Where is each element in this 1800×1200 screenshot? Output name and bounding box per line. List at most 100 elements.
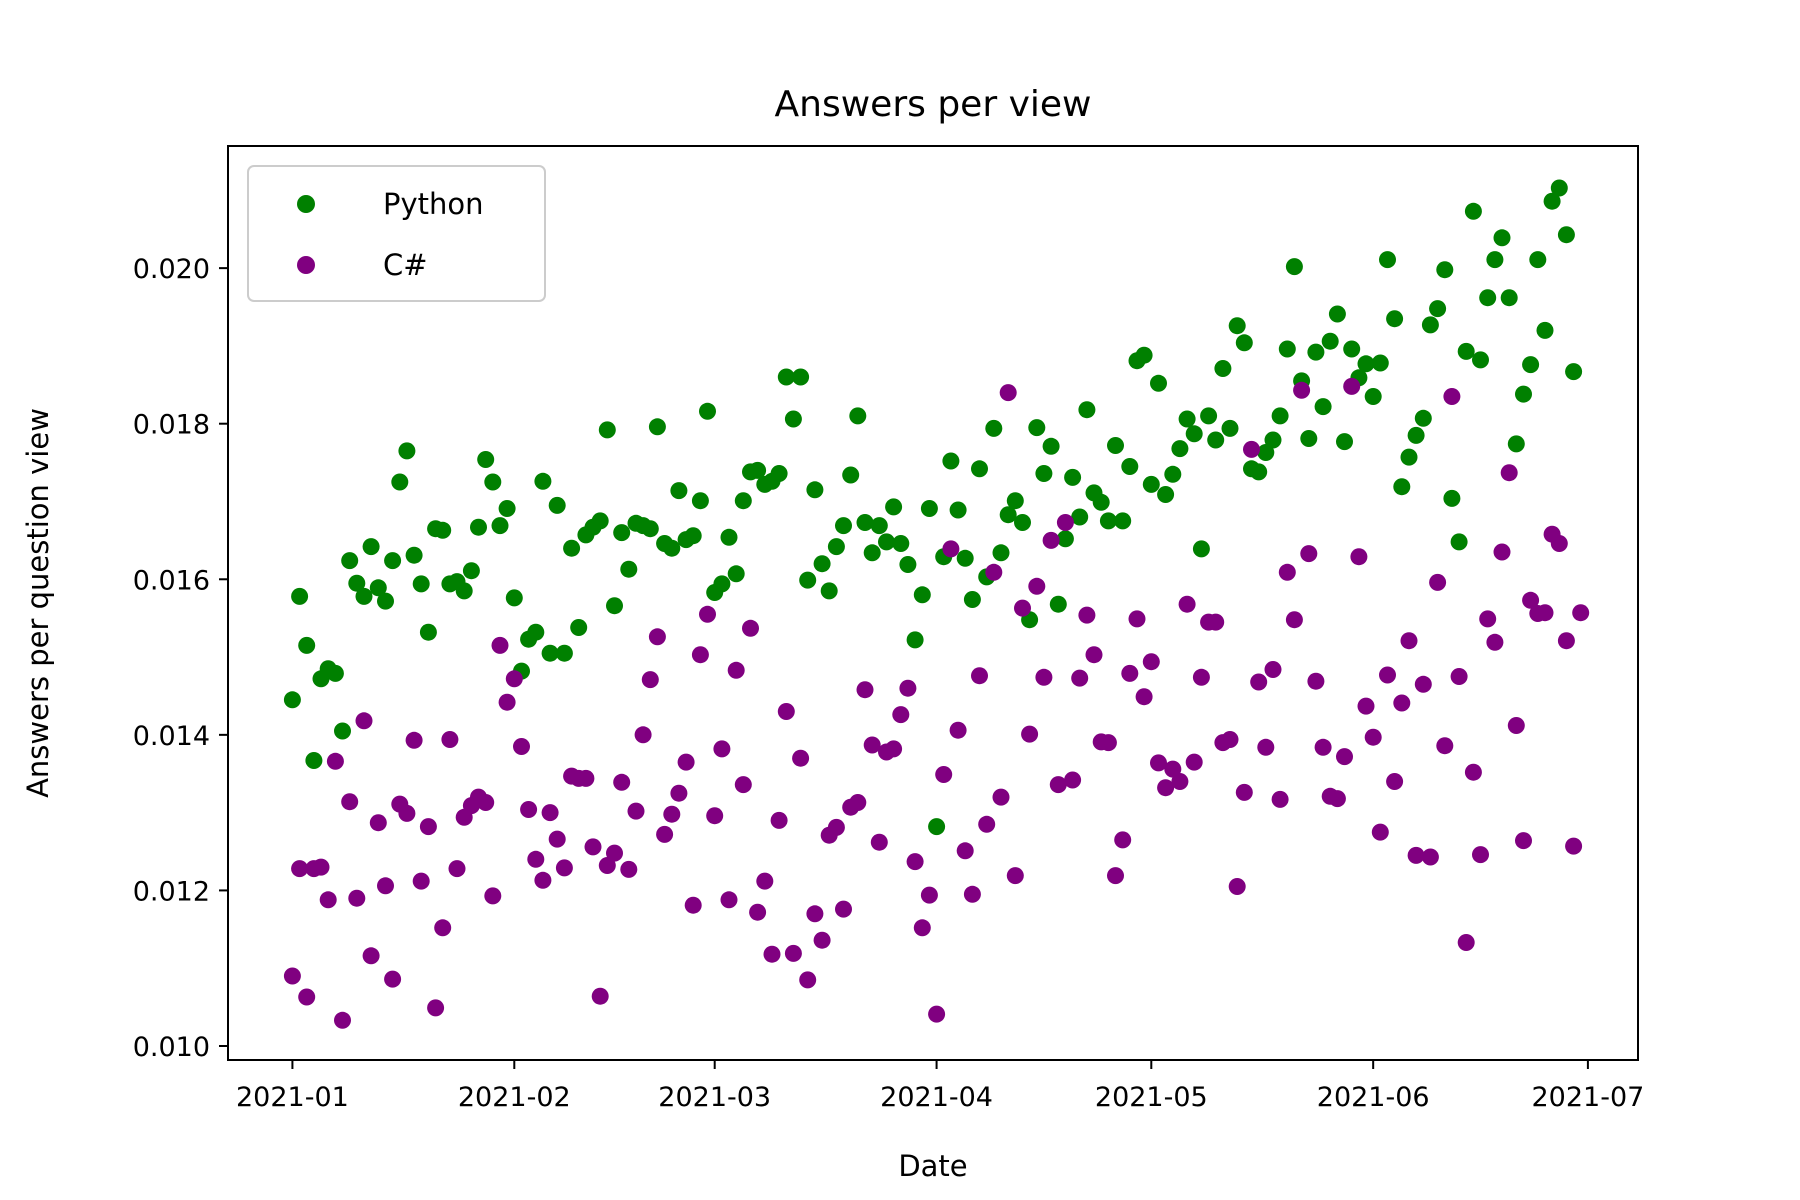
python-point — [1078, 401, 1096, 419]
csharp-point — [1164, 760, 1182, 778]
python-point — [1515, 385, 1532, 403]
y-tick-label: 0.020 — [133, 254, 210, 285]
python-point — [527, 623, 545, 641]
csharp-point — [691, 646, 709, 664]
python-point — [1500, 289, 1518, 307]
csharp-point — [291, 860, 309, 878]
python-point — [770, 465, 788, 482]
python-point — [391, 473, 409, 491]
legend-label-python: Python — [383, 187, 484, 221]
csharp-point — [1056, 514, 1074, 531]
csharp-point — [377, 877, 394, 895]
csharp-point — [799, 971, 817, 989]
python-point — [498, 500, 516, 517]
python-point — [1557, 226, 1575, 244]
python-point — [892, 535, 910, 552]
python-point — [1178, 410, 1196, 428]
csharp-point — [641, 671, 659, 689]
csharp-point — [1271, 790, 1289, 808]
python-point — [1228, 317, 1246, 335]
csharp-point — [763, 945, 781, 963]
csharp-point — [1228, 878, 1246, 895]
python-point — [1529, 251, 1547, 269]
python-point — [305, 752, 323, 769]
csharp-point — [1085, 646, 1103, 664]
csharp-point — [1350, 548, 1368, 566]
csharp-point — [527, 850, 545, 868]
python-point — [1314, 398, 1332, 416]
python-point — [928, 818, 946, 836]
csharp-point — [1536, 604, 1554, 622]
csharp-point — [520, 801, 538, 818]
csharp-point — [648, 628, 666, 646]
python-point — [949, 501, 967, 519]
csharp-point — [1300, 545, 1318, 563]
python-point — [570, 619, 588, 636]
python-point — [1421, 316, 1439, 334]
csharp-point — [999, 384, 1017, 402]
python-point — [799, 571, 817, 589]
python-point — [899, 556, 917, 573]
python-point — [1565, 363, 1583, 381]
python-point — [326, 664, 344, 682]
csharp-point — [298, 988, 316, 1006]
python-point — [362, 538, 380, 556]
python-point — [727, 565, 745, 583]
csharp-point — [355, 712, 373, 730]
python-point — [1386, 310, 1404, 328]
csharp-point — [1507, 717, 1525, 734]
python-point — [548, 496, 566, 514]
csharp-point — [863, 736, 881, 754]
csharp-point — [1407, 846, 1425, 864]
python-point — [1257, 444, 1275, 461]
csharp-point — [920, 886, 938, 904]
python-point — [906, 631, 924, 649]
csharp-point — [634, 726, 652, 744]
python-point — [971, 460, 988, 478]
python-point — [1042, 437, 1060, 455]
csharp-point — [1464, 763, 1482, 781]
python-point — [462, 562, 480, 580]
python-point — [1056, 530, 1074, 548]
python-point — [827, 538, 845, 556]
csharp-point — [942, 540, 960, 558]
python-point — [920, 500, 938, 517]
python-point — [813, 555, 831, 573]
csharp-point — [835, 900, 852, 918]
csharp-point — [1400, 632, 1418, 650]
python-point — [777, 368, 795, 386]
python-point — [598, 421, 616, 439]
legend-marker-csharp — [297, 256, 315, 274]
csharp-point — [1207, 613, 1225, 631]
python-point — [1393, 478, 1411, 496]
python-point — [455, 582, 473, 600]
csharp-point — [742, 619, 759, 637]
python-point — [749, 461, 767, 479]
python-point — [1400, 448, 1418, 466]
csharp-point — [362, 947, 380, 965]
csharp-point — [963, 885, 981, 903]
x-axis-label: Date — [898, 1149, 967, 1183]
python-point — [1099, 512, 1117, 530]
csharp-point — [1486, 633, 1504, 651]
legend-box — [247, 165, 546, 302]
csharp-point — [1243, 440, 1260, 458]
csharp-point — [706, 807, 724, 825]
csharp-point — [1078, 606, 1096, 624]
python-point — [684, 527, 702, 545]
python-point — [1300, 430, 1318, 447]
csharp-point — [899, 679, 917, 697]
python-point — [1443, 489, 1461, 507]
csharp-point — [1443, 388, 1461, 405]
python-point — [1164, 465, 1182, 483]
python-point — [470, 518, 487, 536]
python-point — [1006, 492, 1024, 510]
python-point — [1135, 346, 1153, 364]
csharp-point — [384, 970, 402, 988]
python-point — [1343, 340, 1361, 358]
csharp-point — [505, 670, 523, 688]
csharp-point — [1414, 675, 1432, 693]
python-point — [1028, 419, 1046, 437]
y-tick-label: 0.018 — [133, 410, 210, 441]
csharp-point — [348, 889, 366, 907]
